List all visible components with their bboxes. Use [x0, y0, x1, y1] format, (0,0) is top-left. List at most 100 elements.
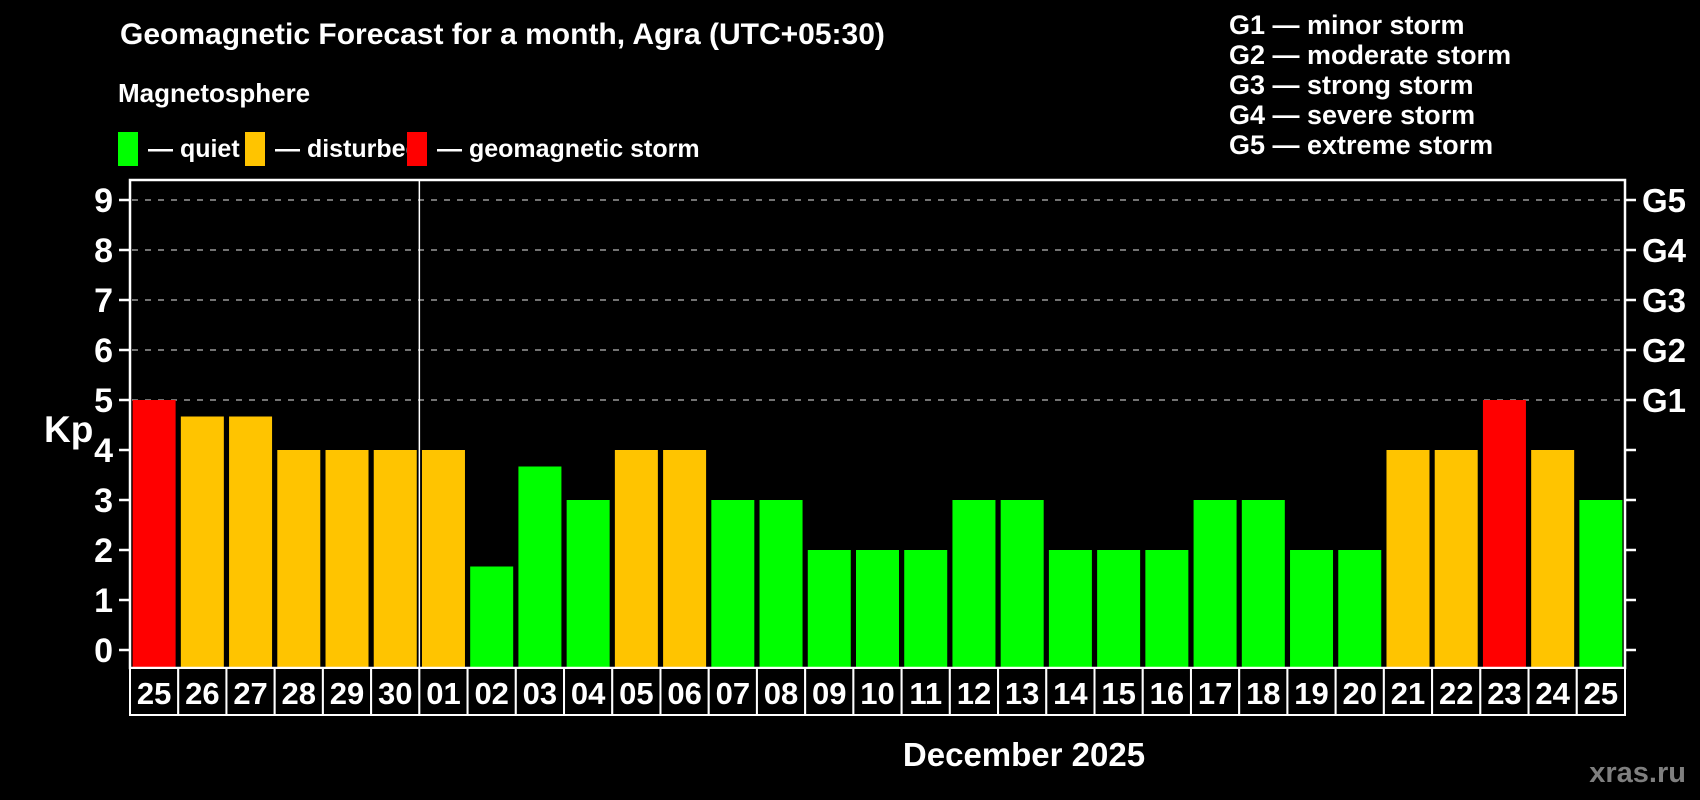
- kp-bar-28: [277, 450, 321, 667]
- y-tick-label-9: 9: [94, 182, 113, 220]
- kp-bar-17: [1193, 500, 1237, 667]
- day-label: 22: [1439, 676, 1473, 711]
- legend-item-quiet: — quiet: [118, 132, 240, 166]
- g-level-label-G1: G1: [1642, 382, 1686, 419]
- day-label-cell: [611, 667, 662, 716]
- day-label-cell: [1334, 667, 1385, 716]
- page-title: Geomagnetic Forecast for a month, Agra (…: [120, 18, 885, 51]
- day-label: 29: [330, 676, 364, 711]
- day-label-cell: [755, 667, 807, 716]
- y-tick-label-2: 2: [94, 532, 113, 570]
- kp-bar-20: [1338, 550, 1382, 667]
- day-label-cell: [1382, 667, 1434, 716]
- g-level-label-G4: G4: [1642, 232, 1687, 269]
- kp-bar-14: [1048, 550, 1092, 667]
- kp-bar-11: [904, 550, 948, 667]
- quiet-color-swatch: [118, 132, 138, 166]
- kp-bar-12: [952, 500, 996, 667]
- day-label: 12: [957, 676, 991, 711]
- day-label: 28: [282, 676, 316, 711]
- y-tick-label-4: 4: [94, 432, 113, 470]
- legend-label-quiet: — quiet: [148, 134, 240, 163]
- day-label: 03: [523, 676, 557, 711]
- y-tick-label-8: 8: [94, 232, 113, 270]
- kp-bar-25: [132, 400, 176, 667]
- day-label-cell: [1045, 667, 1096, 716]
- legend-item-storm: — geomagnetic storm: [407, 132, 700, 166]
- day-label-cell: [1575, 667, 1626, 716]
- day-label: 08: [764, 676, 798, 711]
- kp-bar-13: [1000, 500, 1044, 667]
- day-label: 02: [474, 676, 508, 711]
- day-label-cell: [418, 667, 469, 716]
- day-label: 16: [1150, 676, 1184, 711]
- g-scale-line-g1: G1 — minor storm: [1229, 10, 1465, 40]
- kp-bar-05: [614, 450, 658, 667]
- y-tick-label-7: 7: [94, 282, 113, 320]
- day-label: 17: [1198, 676, 1232, 711]
- kp-bar-23: [1482, 400, 1526, 667]
- day-label: 18: [1246, 676, 1280, 711]
- day-label: 26: [185, 676, 219, 711]
- storm-color-swatch: [407, 132, 427, 166]
- day-label: 04: [571, 676, 606, 711]
- y-tick-label-5: 5: [94, 382, 113, 420]
- legend-label-storm: — geomagnetic storm: [437, 134, 700, 163]
- legend-label-disturbed: — disturbed: [275, 134, 421, 163]
- day-label-cell: [1189, 667, 1241, 716]
- day-label: 25: [1584, 676, 1618, 711]
- kp-bar-22: [1434, 450, 1478, 667]
- kp-bar-01: [421, 450, 465, 667]
- day-label: 20: [1343, 676, 1377, 711]
- day-label-cell: [514, 667, 566, 716]
- g-level-label-G5: G5: [1642, 182, 1686, 219]
- day-label: 05: [619, 676, 653, 711]
- day-label-cell: [1431, 667, 1482, 716]
- kp-bar-21: [1386, 450, 1430, 667]
- day-label-cell: [321, 667, 373, 716]
- g-scale-line-g5: G5 — extreme storm: [1229, 130, 1494, 160]
- kp-bar-16: [1145, 550, 1189, 667]
- site-watermark: xras.ru: [1589, 757, 1686, 789]
- y-tick-label-0: 0: [94, 632, 113, 670]
- g-scale-legend: G1 — minor storm G2 — moderate storm G3 …: [1229, 10, 1511, 160]
- day-label: 11: [909, 676, 942, 711]
- day-label: 15: [1101, 676, 1135, 711]
- day-label: 13: [1005, 676, 1039, 711]
- day-label: 07: [716, 676, 750, 711]
- kp-bar-30: [373, 450, 417, 667]
- day-label-cell: [707, 667, 758, 716]
- kp-bar-09: [807, 550, 851, 667]
- y-axis-title: Kp: [44, 409, 93, 450]
- g-level-label-G2: G2: [1642, 332, 1686, 369]
- day-label-cell: [370, 667, 421, 716]
- day-label-cell: [1238, 667, 1289, 716]
- kp-bar-25: [1579, 500, 1623, 667]
- day-label: 10: [860, 676, 894, 711]
- day-label: 30: [378, 676, 412, 711]
- day-label: 06: [667, 676, 701, 711]
- disturbed-color-swatch: [245, 132, 265, 166]
- kp-bar-04: [566, 500, 610, 667]
- chart-subtitle: Magnetosphere: [118, 78, 311, 108]
- day-label: 21: [1391, 676, 1425, 711]
- kp-bar-07: [711, 500, 755, 667]
- kp-bar-19: [1290, 550, 1334, 667]
- day-label-cell: [177, 667, 228, 716]
- y-tick-label-3: 3: [94, 482, 113, 520]
- day-label-cell: [225, 667, 276, 716]
- day-label-cell: [1141, 667, 1192, 716]
- kp-bar-06: [663, 450, 707, 667]
- g-level-label-G3: G3: [1642, 282, 1686, 319]
- kp-bar-10: [856, 550, 899, 667]
- legend-item-disturbed: — disturbed: [245, 132, 421, 166]
- g-scale-line-g4: G4 — severe storm: [1229, 100, 1476, 130]
- kp-bar-27: [229, 416, 273, 667]
- kp-bar-08: [759, 500, 803, 667]
- kp-bar-24: [1531, 450, 1575, 667]
- day-label: 01: [426, 676, 460, 711]
- day-label: 27: [233, 676, 267, 711]
- kp-bar-29: [325, 450, 369, 667]
